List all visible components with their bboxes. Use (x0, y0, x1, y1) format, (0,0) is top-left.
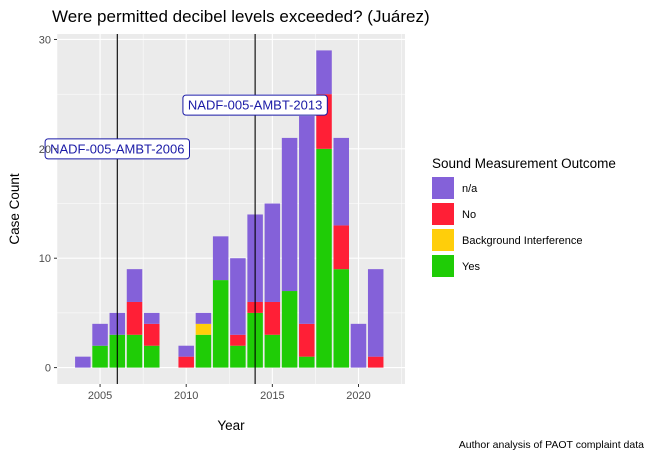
bar-yes (333, 269, 350, 368)
y-tick-label: 0 (45, 363, 51, 375)
bar-no (333, 225, 350, 270)
bar-yes (299, 356, 315, 368)
bar-yes (230, 345, 246, 368)
chart-title: Were permitted decibel levels exceeded? … (52, 7, 430, 26)
y-axis-title: Case Count (7, 173, 22, 245)
x-tick-label: 2020 (346, 390, 370, 402)
legend-key-n-a (432, 177, 454, 199)
bar-no (299, 323, 315, 357)
bar-n-a (75, 356, 91, 368)
bar-yes (92, 345, 108, 368)
bar-n-a (144, 312, 160, 324)
bar-no (126, 301, 143, 335)
reference-label: NADF-005-AMBT-2006 (50, 141, 184, 156)
bar-n-a (92, 323, 108, 346)
reference-label: NADF-005-AMBT-2013 (188, 98, 322, 113)
chart-caption: Author analysis of PAOT complaint data (459, 439, 644, 451)
y-tick-label: 10 (39, 253, 51, 265)
bar-n-a (316, 50, 332, 95)
bar-no (230, 334, 246, 346)
legend-label: Yes (462, 261, 480, 273)
bar-yes (144, 345, 160, 368)
bar-yes (264, 334, 281, 368)
y-tick-label: 20 (39, 144, 51, 156)
bar-no (367, 356, 384, 368)
bar-n-a (350, 323, 367, 368)
x-tick-label: 2015 (260, 390, 284, 402)
reference-label-box (44, 138, 190, 160)
bar-n-a (367, 269, 384, 357)
bar-n-a (333, 137, 350, 226)
bar-n-a (299, 116, 315, 324)
bar-n-a (195, 312, 212, 324)
legend-key-background-interference (432, 229, 454, 251)
bar-yes (195, 334, 212, 368)
bar-yes (316, 148, 332, 368)
y-axis-ticks: 0 10 20 30 (39, 34, 57, 375)
bar-n-a (178, 345, 194, 357)
bar-yes (126, 334, 143, 368)
bar-no (178, 356, 194, 368)
bar-n-a (212, 236, 229, 281)
legend-key-no (432, 203, 454, 225)
legend: Sound Measurement Outcome n/a No Backgroun… (432, 156, 616, 277)
bar-n-a (230, 258, 246, 335)
bar-yes (212, 280, 229, 368)
x-axis-title: Year (217, 418, 245, 433)
x-tick-label: 2010 (174, 390, 198, 402)
x-axis-ticks: 2005 2010 2015 2020 (88, 384, 371, 402)
legend-label: Background Interference (462, 235, 582, 247)
legend-label: n/a (462, 183, 478, 195)
reference-lines: NADF-005-AMBT-2006 NADF-005-AMBT-2013 (44, 34, 328, 384)
bar-no (144, 323, 160, 346)
bar-n-a (281, 137, 298, 292)
legend-label: No (462, 209, 476, 221)
legend-title: Sound Measurement Outcome (432, 156, 616, 171)
bar-yes (281, 291, 298, 368)
x-tick-label: 2005 (88, 390, 112, 402)
legend-key-yes (432, 255, 454, 277)
bar-no (264, 301, 281, 335)
bar-background-interference (195, 323, 212, 335)
reference-label-box (182, 94, 328, 116)
bar-n-a (264, 203, 281, 302)
bar-n-a (126, 269, 143, 302)
y-tick-label: 30 (39, 34, 51, 46)
